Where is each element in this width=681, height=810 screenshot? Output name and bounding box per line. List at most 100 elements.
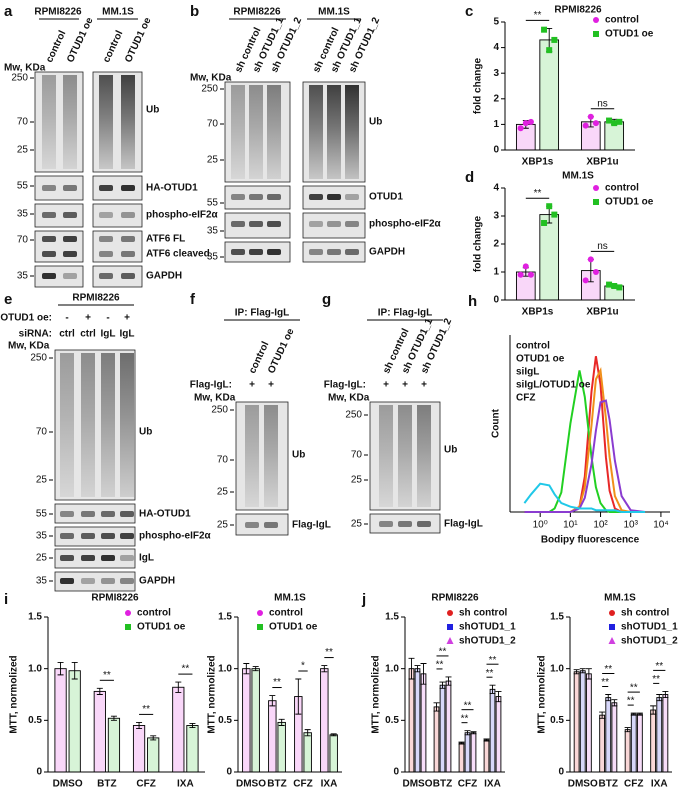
smear-lane bbox=[121, 75, 135, 169]
cell-line-header: MM.1S bbox=[318, 7, 350, 18]
condition-value: + bbox=[85, 313, 91, 324]
mw-marker: 55 bbox=[36, 509, 48, 520]
error-bar bbox=[636, 712, 643, 716]
blot-image bbox=[92, 230, 143, 263]
band bbox=[63, 185, 77, 191]
bar bbox=[242, 668, 251, 773]
significance-label: ** bbox=[604, 664, 612, 675]
legend-label: sh control bbox=[621, 608, 670, 619]
mw-marker: 35 bbox=[207, 226, 219, 237]
mw-marker: 70 bbox=[217, 455, 229, 466]
band bbox=[121, 212, 135, 218]
bar bbox=[605, 697, 612, 773]
band bbox=[309, 221, 323, 227]
significance-label: ** bbox=[439, 647, 447, 658]
bar bbox=[624, 729, 631, 773]
band bbox=[42, 212, 56, 218]
significance-label: ns bbox=[597, 98, 608, 109]
smear-lane bbox=[99, 75, 113, 169]
band bbox=[120, 511, 134, 517]
band-label: Ub bbox=[146, 105, 159, 116]
mw-marker: 55 bbox=[207, 198, 219, 209]
error-bar bbox=[445, 676, 452, 686]
bar bbox=[320, 668, 329, 773]
mw-marker: 70 bbox=[207, 119, 219, 130]
band bbox=[327, 221, 341, 227]
bar bbox=[54, 668, 67, 773]
band bbox=[267, 221, 281, 227]
smear-lane bbox=[42, 75, 56, 169]
x-tick-label: 10³ bbox=[624, 520, 639, 531]
data-point bbox=[527, 118, 534, 125]
smear-lane bbox=[60, 353, 74, 497]
band-label: Flag-IgL bbox=[444, 519, 483, 530]
legend-marker bbox=[609, 610, 615, 616]
smear-lane bbox=[264, 405, 278, 507]
band-label: phospho-eIF2α bbox=[139, 531, 212, 542]
x-tick-label: IXA bbox=[177, 779, 194, 790]
blot-image bbox=[34, 265, 84, 288]
y-tick-label: 1.5 bbox=[28, 612, 42, 623]
data-point bbox=[522, 263, 529, 270]
mw-marker: 25 bbox=[207, 155, 219, 166]
band bbox=[417, 521, 431, 527]
chart-title: RPMI8226 bbox=[554, 5, 602, 16]
legend-marker bbox=[257, 624, 263, 630]
data-point bbox=[517, 271, 524, 278]
legend-label: OTUD1 oe bbox=[605, 197, 654, 208]
data-point bbox=[582, 122, 589, 129]
band-label: Flag-IgL bbox=[292, 520, 331, 531]
error-bar bbox=[408, 657, 415, 680]
error-bar bbox=[269, 695, 276, 707]
y-tick-label: 1 bbox=[493, 267, 499, 278]
blot-image bbox=[92, 203, 143, 228]
y-tick-label: 0 bbox=[393, 767, 399, 778]
band-label: IgL bbox=[139, 553, 154, 564]
blot-image bbox=[92, 265, 143, 288]
band bbox=[81, 555, 95, 561]
bar bbox=[68, 670, 81, 773]
lane-label: OTUD1 oe bbox=[123, 16, 154, 65]
error-bar bbox=[630, 712, 637, 716]
error-bar bbox=[662, 690, 669, 699]
x-tick-label: 10⁰ bbox=[533, 520, 548, 531]
bar bbox=[251, 668, 260, 773]
legend-marker bbox=[608, 637, 616, 644]
condition-name: OTUD1 oe: bbox=[0, 313, 52, 324]
significance-label: ** bbox=[489, 655, 497, 666]
band bbox=[42, 185, 56, 191]
legend-label: shOTUD1_2 bbox=[621, 636, 678, 647]
bar bbox=[303, 732, 312, 773]
band bbox=[99, 236, 113, 242]
band bbox=[101, 555, 115, 561]
condition-value: IgL bbox=[120, 329, 135, 340]
mw-marker: 35 bbox=[36, 531, 48, 542]
bar bbox=[539, 39, 560, 151]
bar bbox=[132, 725, 146, 773]
band bbox=[63, 251, 77, 257]
legend-label: control bbox=[269, 608, 303, 619]
panel-letter: f bbox=[190, 291, 196, 308]
band bbox=[121, 185, 135, 191]
error-bar bbox=[483, 738, 490, 742]
bar bbox=[636, 713, 643, 773]
error-bar bbox=[489, 684, 496, 694]
legend-marker bbox=[125, 624, 131, 630]
band bbox=[120, 555, 134, 561]
bar bbox=[268, 700, 277, 773]
band-label: HA-OTUD1 bbox=[139, 509, 191, 520]
bar bbox=[439, 684, 446, 773]
y-tick-label: 1.5 bbox=[385, 612, 399, 623]
y-tick-label: 0 bbox=[558, 767, 564, 778]
y-axis-label: MTT, normolized bbox=[371, 655, 382, 733]
band bbox=[63, 236, 77, 242]
y-axis-label: fold change bbox=[473, 216, 484, 273]
lane-label: OTUD1 oe bbox=[266, 327, 297, 376]
bar bbox=[464, 732, 471, 773]
y-tick-label: 0.5 bbox=[550, 715, 564, 726]
legend-marker bbox=[447, 624, 453, 630]
error-bar bbox=[464, 730, 471, 736]
band-label: Ub bbox=[292, 450, 305, 461]
legend-marker bbox=[257, 610, 263, 616]
band bbox=[42, 251, 56, 257]
